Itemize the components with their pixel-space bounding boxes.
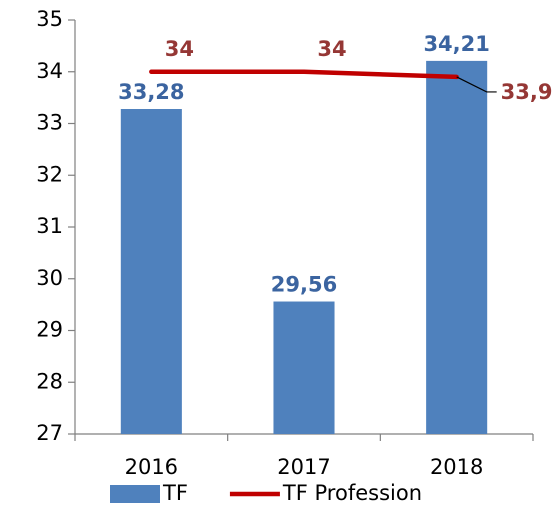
bar-label: 34,21 — [423, 32, 489, 56]
legend-label: TF Profession — [282, 481, 422, 504]
line-label: 34 — [317, 37, 346, 61]
x-tick-label: 2016 — [125, 455, 178, 479]
y-tick-label: 34 — [36, 59, 63, 83]
y-tick-label: 32 — [36, 162, 63, 186]
y-tick-label: 27 — [36, 421, 63, 445]
y-tick-label: 28 — [36, 369, 63, 393]
y-tick-label: 30 — [36, 266, 63, 290]
legend-swatch — [110, 485, 160, 503]
y-tick-label: 31 — [36, 214, 63, 238]
bar — [273, 301, 335, 434]
line-label: 34 — [165, 37, 194, 61]
y-tick-label: 35 — [36, 7, 63, 31]
legend-label: TF — [162, 481, 188, 504]
line-label: 33,9 — [501, 80, 553, 104]
line — [149, 69, 459, 80]
y-tick-label: 33 — [36, 111, 63, 135]
leader-line — [456, 76, 497, 93]
bar — [120, 109, 182, 434]
x-tick-label: 2017 — [277, 455, 330, 479]
bar-label: 33,28 — [118, 80, 184, 104]
x-tick-label: 2018 — [430, 455, 483, 479]
bar-label: 29,56 — [271, 273, 337, 297]
y-tick-label: 29 — [36, 318, 63, 342]
bar — [426, 60, 488, 434]
